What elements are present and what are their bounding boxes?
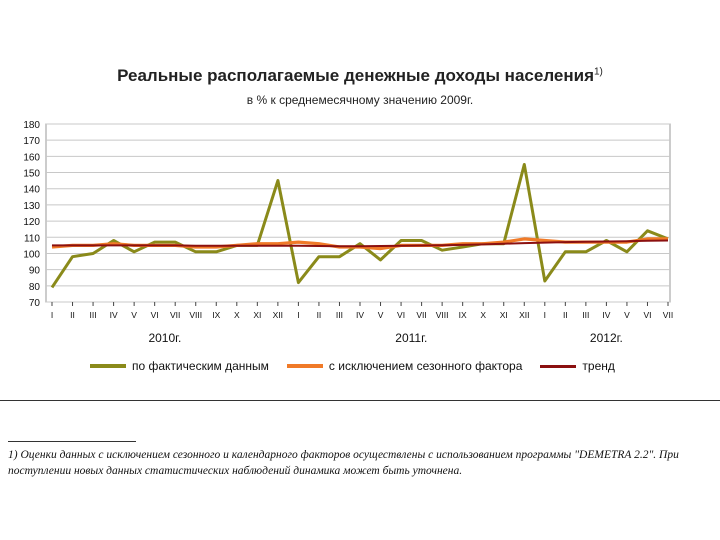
chart-subtitle: в % к среднемесячному значению 2009г. [246, 93, 474, 107]
x-tick-label: VIII [436, 310, 449, 320]
y-tick-label: 150 [23, 169, 40, 180]
x-tick-label: XII [273, 310, 283, 320]
x-axis-ticks: I II III IV V VI VII VIII IX X XI XII I II III IV V VI VII… [51, 302, 673, 320]
year-label: 2012г. [590, 331, 623, 345]
x-tick-label: VIII [189, 310, 202, 320]
legend-label-seasonal: с исключением сезонного фактора [328, 359, 523, 373]
y-tick-label: 160 [23, 152, 40, 163]
x-tick-label: IX [212, 310, 220, 320]
legend: по фактическим данным с исключением сезо… [90, 356, 690, 376]
y-tick-label: 130 [23, 201, 40, 212]
x-tick-label: XII [519, 310, 529, 320]
series-line-trend [52, 239, 669, 248]
x-tick-label: X [234, 310, 240, 320]
chart-title-text: Реальные располагаемые денежные доходы н… [117, 66, 594, 85]
y-tick-label: 120 [23, 217, 40, 228]
x-tick-label: I [51, 310, 53, 320]
series-lines [50, 163, 669, 289]
x-tick-label: V [131, 310, 137, 320]
legend-swatch-trend [540, 364, 577, 368]
y-tick-label: 170 [23, 136, 40, 147]
x-tick-label: II [563, 310, 568, 320]
x-tick-label: IX [459, 310, 467, 320]
y-tick-label: 80 [29, 282, 41, 293]
x-tick-label: IV [356, 310, 364, 320]
legend-swatch-actual [90, 364, 126, 368]
x-tick-label: VII [170, 310, 180, 320]
y-tick-label: 180 [23, 120, 40, 131]
footnote-rule [8, 441, 136, 442]
x-tick-label: II [70, 310, 75, 320]
y-axis-ticks: 70 80 90 100 110 120 130 140 150 160 170 180 [23, 120, 40, 309]
x-tick-label: VI [397, 310, 405, 320]
x-tick-label: VII [663, 310, 673, 320]
plot-frame [45, 123, 671, 303]
legend-item-actual: по фактическим данным [90, 359, 269, 373]
x-tick-label: VI [643, 310, 651, 320]
y-tick-label: 70 [29, 298, 41, 309]
x-tick-label: I [297, 310, 299, 320]
x-tick-label: V [624, 310, 630, 320]
y-tick-label: 140 [23, 185, 40, 196]
x-tick-label: XI [500, 310, 508, 320]
section-divider [0, 400, 720, 401]
x-tick-label: IV [602, 310, 610, 320]
x-tick-label: I [544, 310, 546, 320]
series-line-actual [50, 163, 669, 289]
x-tick-label: III [90, 310, 97, 320]
x-tick-label: IV [110, 310, 118, 320]
chart-title-note: 1) [593, 66, 603, 78]
legend-swatch-seasonal [286, 364, 323, 368]
legend-label-trend: тренд [582, 359, 615, 373]
x-tick-label: XI [253, 310, 261, 320]
grid-lines [46, 123, 670, 303]
legend-label-actual: по фактическим данным [132, 359, 269, 373]
x-tick-label: III [582, 310, 589, 320]
x-tick-label: VI [151, 310, 159, 320]
x-tick-label: X [480, 310, 486, 320]
year-label: 2011г. [395, 331, 427, 345]
y-tick-label: 100 [23, 249, 40, 260]
chart-title: Реальные располагаемые денежные доходы н… [0, 66, 720, 86]
year-label: 2010г. [148, 331, 181, 345]
x-tick-label: VII [416, 310, 426, 320]
legend-item-trend: тренд [540, 359, 615, 373]
legend-item-seasonal: с исключением сезонного фактора [286, 359, 523, 373]
x-tick-label: III [336, 310, 343, 320]
y-tick-label: 90 [29, 266, 41, 277]
y-tick-label: 110 [24, 233, 40, 244]
x-tick-label: V [378, 310, 384, 320]
footnote: 1) Оценки данных с исключением сезонного… [8, 449, 679, 477]
year-labels: 2010г. 2011г. 2012г. [148, 331, 622, 345]
x-tick-label: II [317, 310, 322, 320]
